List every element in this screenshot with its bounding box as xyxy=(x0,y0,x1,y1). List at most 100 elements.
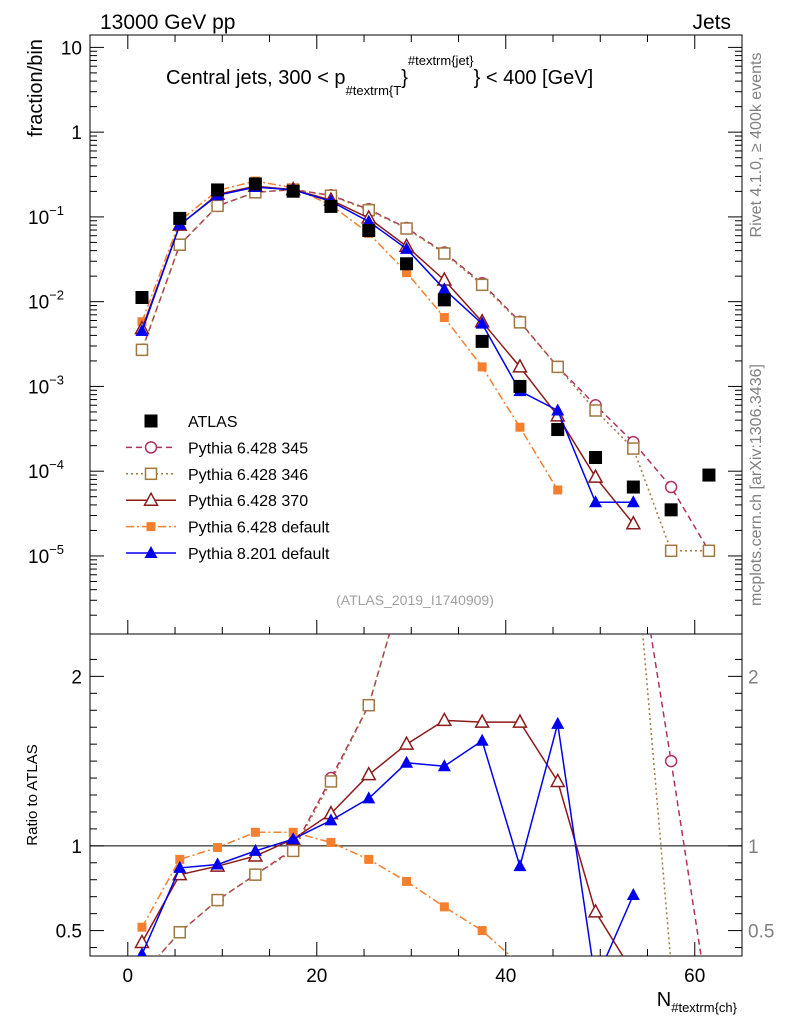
ratio-point xyxy=(175,854,185,864)
ratio-point xyxy=(400,755,414,768)
data-point xyxy=(135,290,149,304)
ratio-series-group xyxy=(134,634,702,970)
data-point xyxy=(437,282,451,295)
data-point xyxy=(551,403,565,416)
ratio-point xyxy=(551,716,565,729)
legend-label: Pythia 8.201 default xyxy=(188,546,330,563)
legend-marker xyxy=(143,491,159,506)
ratio-series-pythia-6-428-default xyxy=(137,827,512,956)
legend-label: Pythia 6.428 default xyxy=(188,520,330,537)
ratio-line xyxy=(141,719,624,956)
data-point xyxy=(515,422,525,432)
ratio-point xyxy=(666,959,677,970)
ratio-point xyxy=(286,844,300,858)
data-point xyxy=(475,316,489,329)
ratio-point xyxy=(137,922,147,932)
ratio-point xyxy=(324,775,338,788)
main-y-tick-label: 10 xyxy=(61,38,82,59)
ratio-point xyxy=(360,766,377,781)
ratio-y-axis-label: Ratio to ATLAS xyxy=(24,744,41,845)
data-point xyxy=(589,495,603,508)
ratio-line xyxy=(157,634,672,956)
ratio-point xyxy=(475,733,489,746)
data-point xyxy=(477,362,487,372)
ratio-point xyxy=(362,698,376,712)
ratio-point xyxy=(439,902,449,912)
series-line xyxy=(141,188,709,552)
data-point xyxy=(400,241,414,254)
legend-label: ATLAS xyxy=(188,414,238,431)
data-point xyxy=(551,360,564,374)
data-point xyxy=(173,238,187,251)
data-point xyxy=(589,404,602,417)
data-point xyxy=(324,199,338,213)
ratio-panel: 0.5 0.51 12 20 20 40 60 Ratio to ATLAS N#textr… xyxy=(24,633,774,1015)
ratio-point xyxy=(326,837,336,847)
data-point xyxy=(664,480,678,494)
main-y-tick-label: 10−4 xyxy=(28,457,64,483)
ratio-y-tick-label: 0.5 xyxy=(56,922,82,943)
mcplots-label: mcplots.cern.ch [arXiv:1306.3436] xyxy=(748,364,765,606)
data-point xyxy=(625,515,642,530)
data-point xyxy=(512,358,528,373)
ratio-point xyxy=(436,711,453,727)
data-point xyxy=(400,222,413,235)
ratio-point xyxy=(477,926,487,936)
rivet-label: Rivet 4.1.0, ≥ 400k events xyxy=(748,53,765,238)
ratio-y-tick-label-right: 1 xyxy=(748,837,759,858)
data-point xyxy=(626,480,640,494)
energy-label: 13000 GeV pp xyxy=(100,11,235,34)
ratio-y-tick-label-right: 0.5 xyxy=(748,922,774,943)
legend-label: Pythia 6.428 370 xyxy=(188,493,308,510)
series-pythia-8-201-default xyxy=(135,180,640,508)
ratio-point xyxy=(512,713,528,728)
ratio-point xyxy=(513,859,527,872)
data-point xyxy=(248,177,262,191)
series-atlas xyxy=(135,177,716,517)
data-point xyxy=(551,423,565,437)
legend-marker xyxy=(144,441,158,454)
ratio-point xyxy=(250,827,260,837)
ratio-point xyxy=(137,947,147,956)
data-point xyxy=(402,268,412,278)
data-point xyxy=(211,183,225,197)
data-point xyxy=(400,257,414,271)
data-point xyxy=(627,442,640,455)
ratio-y-tick-label: 2 xyxy=(71,667,82,688)
data-point xyxy=(664,503,678,517)
analysis-watermark: (ATLAS_2019_I1740909) xyxy=(336,592,494,608)
main-y-tick-label: 10−3 xyxy=(28,372,64,398)
ratio-point xyxy=(549,772,566,788)
main-y-tick-label: 10−5 xyxy=(28,542,64,568)
x-tick-label: 60 xyxy=(684,966,705,987)
ratio-point xyxy=(173,860,187,873)
data-point xyxy=(362,214,376,227)
ratio-point xyxy=(249,868,262,881)
ratio-series-pythia-8-201-default xyxy=(137,716,640,956)
series-pythia-6-428-346 xyxy=(135,183,716,558)
x-tick-label: 40 xyxy=(495,966,516,987)
ratio-point xyxy=(587,903,604,918)
ratio-frame xyxy=(89,633,743,957)
data-point xyxy=(135,343,149,357)
data-point xyxy=(475,334,489,348)
ratio-series-pythia-6-428-370 xyxy=(134,711,624,956)
legend-marker xyxy=(144,414,158,428)
ratio-y-tick-label-right: 2 xyxy=(748,667,759,688)
legend-label: Pythia 6.428 346 xyxy=(188,467,308,484)
main-panel: 10 1 10−1 10−2 10−3 10−4 10−5 fraction/bin Cen… xyxy=(25,34,743,635)
ratio-point xyxy=(213,843,223,853)
legend-marker xyxy=(144,546,158,558)
main-title: Central jets, 300 < p#textrm{T}#textrm{j… xyxy=(166,53,593,98)
data-point xyxy=(702,468,716,482)
ratio-point xyxy=(362,791,376,804)
main-y-axis-label: fraction/bin xyxy=(25,39,47,137)
data-point xyxy=(553,485,563,495)
data-point xyxy=(439,313,449,323)
data-point xyxy=(475,278,489,292)
data-point xyxy=(135,324,149,337)
x-tick-label: 0 xyxy=(123,966,134,987)
series-line xyxy=(141,188,710,552)
ratio-point xyxy=(398,735,415,750)
